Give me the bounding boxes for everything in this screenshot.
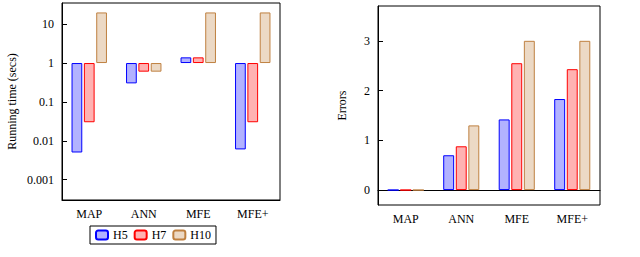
svg-text:0.01: 0.01 xyxy=(33,134,54,148)
svg-text:3: 3 xyxy=(364,34,370,48)
svg-text:0: 0 xyxy=(364,183,370,197)
svg-text:H7: H7 xyxy=(152,228,167,242)
svg-text:MAP: MAP xyxy=(393,212,419,226)
svg-text:H10: H10 xyxy=(190,228,211,242)
svg-text:H5: H5 xyxy=(113,228,128,242)
svg-text:MAP: MAP xyxy=(76,207,102,221)
svg-text:MFE+: MFE+ xyxy=(237,207,269,221)
svg-text:0.1: 0.1 xyxy=(39,95,54,109)
svg-text:MFE: MFE xyxy=(504,212,529,226)
svg-text:MFE+: MFE+ xyxy=(557,212,589,226)
svg-text:ANN: ANN xyxy=(448,212,474,226)
svg-text:ANN: ANN xyxy=(131,207,157,221)
svg-text:10: 10 xyxy=(42,17,54,31)
svg-text:2: 2 xyxy=(364,84,370,98)
svg-text:Running time (secs): Running time (secs) xyxy=(5,53,19,150)
svg-text:Errors: Errors xyxy=(335,90,349,120)
svg-text:1: 1 xyxy=(48,56,54,70)
svg-text:1: 1 xyxy=(364,133,370,147)
svg-text:0.001: 0.001 xyxy=(27,173,54,187)
svg-text:MFE: MFE xyxy=(186,207,211,221)
